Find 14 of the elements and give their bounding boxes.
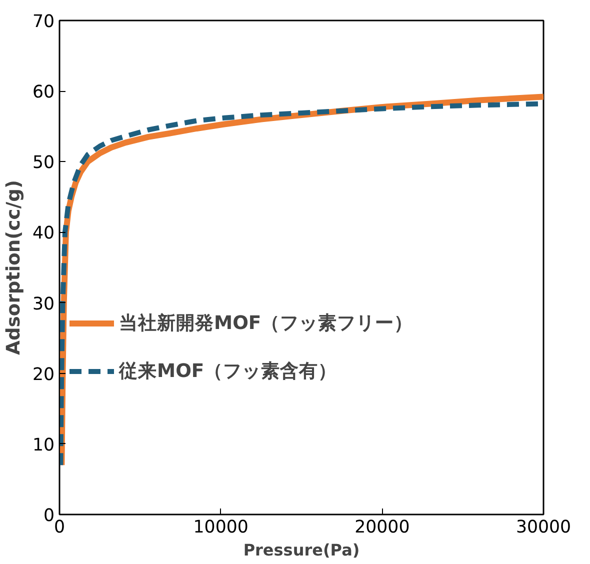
y-tick-label: 10 — [32, 435, 55, 456]
y-tick-label: 20 — [32, 364, 55, 385]
y-tick-label: 40 — [32, 224, 55, 244]
y-tick-label: 30 — [32, 294, 55, 314]
x-tick-label: 20000 — [354, 518, 410, 538]
y-tick-label: 60 — [32, 82, 55, 103]
x-axis-title: Pressure(Pa) — [243, 540, 360, 560]
y-tick-label: 50 — [32, 153, 55, 174]
y-axis-title: Adsorption(cc/g) — [3, 180, 24, 356]
x-tick-label: 30000 — [516, 518, 572, 538]
x-tick-label: 10000 — [193, 518, 248, 538]
y-tick-label: 70 — [32, 12, 55, 32]
legend-label: 当社新開発MOF（フッ素フリー） — [119, 312, 414, 336]
legend-label: 従来MOF（フッ素含有） — [119, 360, 338, 384]
